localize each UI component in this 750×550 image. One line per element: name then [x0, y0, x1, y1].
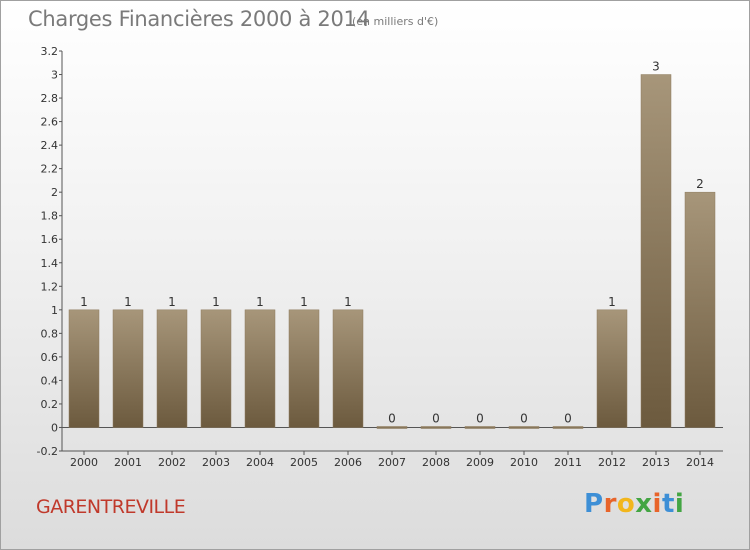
logo-letter: i — [674, 489, 685, 519]
bar-2010 — [508, 426, 540, 429]
y-tick-label: 0 — [51, 421, 58, 434]
data-label-2010: 0 — [520, 411, 528, 425]
y-tick-label: 1.6 — [41, 233, 59, 246]
y-tick-label: 2 — [51, 186, 58, 199]
proxiti-logo: Proxiti — [584, 489, 684, 519]
bar-2007 — [376, 426, 408, 429]
logo-letter: P — [584, 489, 604, 519]
data-label-2002: 1 — [168, 295, 176, 309]
chart-title: Charges Financières 2000 à 2014 — [28, 7, 370, 31]
bar-2012 — [596, 309, 628, 428]
y-tick-label: 2.6 — [41, 116, 59, 129]
y-tick-label: 1 — [51, 304, 58, 317]
bar-2008 — [420, 426, 452, 429]
bar-2013 — [640, 74, 672, 428]
bar-2009 — [464, 426, 496, 429]
x-tick-label: 2013 — [642, 456, 670, 469]
data-label-2006: 1 — [344, 295, 352, 309]
data-label-2004: 1 — [256, 295, 264, 309]
data-label-2009: 0 — [476, 411, 484, 425]
x-tick-label: 2008 — [422, 456, 450, 469]
y-tick-label: -0.2 — [37, 445, 58, 458]
y-tick-label: 3 — [51, 69, 58, 82]
y-tick-label: 0.6 — [41, 351, 59, 364]
x-tick-label: 2011 — [554, 456, 582, 469]
data-label-2013: 3 — [652, 60, 660, 74]
logo-letter: i — [652, 489, 662, 519]
y-tick-label: 1.8 — [41, 210, 59, 223]
town-name: GARENTREVILLE — [36, 496, 186, 518]
bar-series — [68, 74, 716, 429]
data-label-2012: 1 — [608, 295, 616, 309]
y-tick-label: 3.2 — [41, 45, 59, 58]
data-label-2003: 1 — [212, 295, 220, 309]
x-tick-label: 2000 — [70, 456, 98, 469]
logo-letter: x — [635, 489, 653, 519]
logo-letter: o — [616, 489, 636, 519]
y-tick-label: 1.4 — [41, 257, 59, 270]
y-tick-label: 2.4 — [41, 139, 59, 152]
x-tick-label: 2014 — [686, 456, 714, 469]
bar-2003 — [200, 309, 232, 428]
logo-letter: t — [661, 489, 675, 519]
data-labels: 1 1 1 1 1 1 1 0 0 0 0 0 1 3 2 — [80, 60, 704, 426]
x-tick-label: 2007 — [378, 456, 406, 469]
x-tick-label: 2001 — [114, 456, 142, 469]
bar-2006 — [332, 309, 364, 428]
bar-2014 — [684, 191, 716, 428]
x-tick-label: 2006 — [334, 456, 362, 469]
chart-subtitle: (en milliers d'€) — [352, 15, 439, 28]
y-tick-label: 2.8 — [41, 92, 59, 105]
bar-2000 — [68, 309, 100, 428]
y-tick-label: 0.2 — [41, 398, 59, 411]
y-tick-label: 1.2 — [41, 280, 59, 293]
x-tick-label: 2012 — [598, 456, 626, 469]
x-tick-label: 2004 — [246, 456, 274, 469]
data-label-2011: 0 — [564, 411, 572, 425]
x-tick-label: 2003 — [202, 456, 230, 469]
logo-letter: r — [603, 489, 617, 519]
data-label-2005: 1 — [300, 295, 308, 309]
x-tick-label: 2010 — [510, 456, 538, 469]
data-label-2008: 0 — [432, 411, 440, 425]
y-tick-label: 0.4 — [41, 374, 59, 387]
bar-2005 — [288, 309, 320, 428]
data-label-2001: 1 — [124, 295, 132, 309]
data-label-2000: 1 — [80, 295, 88, 309]
x-tick-label: 2009 — [466, 456, 494, 469]
bar-2001 — [112, 309, 144, 428]
bar-2004 — [244, 309, 276, 428]
y-tick-label: 0.8 — [41, 327, 59, 340]
data-label-2007: 0 — [388, 411, 396, 425]
x-tick-label: 2005 — [290, 456, 318, 469]
x-tick-label: 2002 — [158, 456, 186, 469]
y-tick-label: 2.2 — [41, 163, 59, 176]
bar-2011 — [552, 426, 584, 429]
bar-2002 — [156, 309, 188, 428]
data-label-2014: 2 — [696, 177, 704, 191]
chart-axes: 3.2 3 2.8 2.6 2.4 2.2 2 1.8 1.6 1.4 1.2 1 0.8 0.6 0.4 0… — [37, 45, 723, 469]
